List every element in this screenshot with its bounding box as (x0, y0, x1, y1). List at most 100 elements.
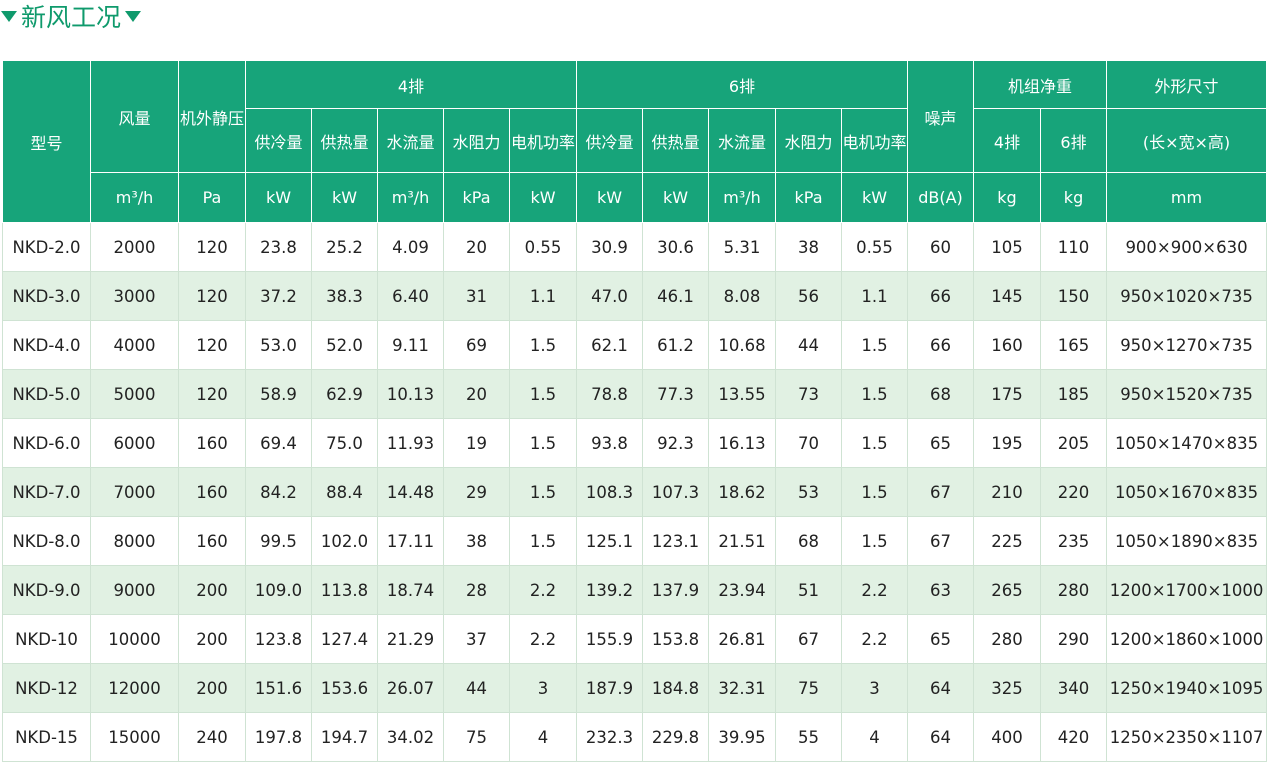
table-cell: 39.95 (708, 712, 776, 762)
table-cell: 21.29 (377, 614, 444, 664)
table-cell: 1.5 (509, 320, 577, 370)
table-cell: 120 (178, 320, 246, 370)
table-cell: 65 (907, 418, 974, 468)
table-cell: 16.13 (708, 418, 776, 468)
table-cell: 187.9 (576, 663, 643, 713)
table-cell: 68 (907, 369, 974, 419)
table-cell: 15000 (90, 712, 179, 762)
table-cell: 9000 (90, 565, 179, 615)
table-cell: 3000 (90, 271, 179, 321)
table-cell: 92.3 (642, 418, 709, 468)
header-cell: 机组净重 (972, 60, 1108, 109)
table-cell: 8000 (90, 516, 179, 566)
table-cell: 1200×1860×1000 (1106, 614, 1268, 664)
table-cell: 200 (178, 614, 246, 664)
table-cell: 37 (443, 614, 510, 664)
table-row: NKD-9.0 9000 200 109.0 113.8 18.74 28 2.2 139.2 1… (2, 565, 1268, 615)
table-row: NKD-5.0 5000 120 58.9 62.9 10.13 20 1.5 78.8 77.3… (2, 369, 1268, 419)
table-cell: 46.1 (642, 271, 709, 321)
table-cell: 1.5 (509, 369, 577, 419)
table-cell: 66 (907, 320, 974, 370)
table-cell: 66 (907, 271, 974, 321)
table-cell: 102.0 (311, 516, 378, 566)
unit-cell: kW (311, 172, 378, 223)
header-cell: 外形尺寸 (1106, 60, 1268, 109)
unit-cell: kW (576, 172, 643, 223)
table-row: NKD-10 10000 200 123.8 127.4 21.29 37 2.2 155.9 1… (2, 614, 1268, 664)
table-cell: 107.3 (642, 467, 709, 517)
table-cell: 1.5 (841, 369, 908, 419)
table-cell: 25.2 (311, 222, 378, 272)
table-cell: 1250×1940×1095 (1106, 663, 1268, 713)
table-cell: 194.7 (311, 712, 378, 762)
table-cell: 6000 (90, 418, 179, 468)
table-cell: 1.5 (509, 418, 577, 468)
table-cell: 1.5 (841, 418, 908, 468)
table-cell: 99.5 (245, 516, 312, 566)
table-cell: 63 (907, 565, 974, 615)
table-cell: 61.2 (642, 320, 709, 370)
table-cell: 120 (178, 222, 246, 272)
header-cell: 4排 (973, 108, 1041, 173)
table-cell: 2.2 (841, 614, 908, 664)
table-cell: 47.0 (576, 271, 643, 321)
header-cell: 机外静压 (178, 60, 246, 173)
table-cell: 229.8 (642, 712, 709, 762)
table-cell: NKD-6.0 (2, 418, 91, 468)
table-cell: 1050×1670×835 (1106, 467, 1268, 517)
table-cell: 120 (178, 271, 246, 321)
table-cell: 240 (178, 712, 246, 762)
header-cell: 电机功率 (509, 108, 577, 173)
table-cell: 2.2 (509, 565, 577, 615)
table-cell: 139.2 (576, 565, 643, 615)
table-cell: 18.74 (377, 565, 444, 615)
table-cell: 160 (973, 320, 1041, 370)
table-row: NKD-2.0 2000 120 23.8 25.2 4.09 20 0.55 30.9 30.6… (2, 222, 1268, 272)
table-cell: 225 (973, 516, 1041, 566)
table-cell: 30.6 (642, 222, 709, 272)
table-cell: NKD-2.0 (2, 222, 91, 272)
table-cell: 14.48 (377, 467, 444, 517)
table-body: NKD-2.0 2000 120 23.8 25.2 4.09 20 0.55 30.9 30.6… (2, 222, 1268, 762)
table-cell: 160 (178, 418, 246, 468)
table-cell: 37.2 (245, 271, 312, 321)
table-cell: 4000 (90, 320, 179, 370)
table-cell: 185 (1039, 369, 1108, 419)
table-cell: 113.8 (311, 565, 378, 615)
table-cell: NKD-5.0 (2, 369, 91, 419)
table-cell: 93.8 (576, 418, 643, 468)
table-cell: 325 (973, 663, 1041, 713)
table-cell: 9.11 (377, 320, 444, 370)
header-cell: 6排 (1039, 108, 1108, 173)
table-cell: 67 (775, 614, 842, 664)
table-cell: 84.2 (245, 467, 312, 517)
table-cell: 67 (907, 516, 974, 566)
table-cell: 1050×1470×835 (1106, 418, 1268, 468)
header-cell: 电机功率 (841, 108, 908, 173)
table-cell: 200 (178, 565, 246, 615)
table-cell: 13.55 (708, 369, 776, 419)
table-row: NKD-7.0 7000 160 84.2 88.4 14.48 29 1.5 108.3 107… (2, 467, 1268, 517)
table-cell: 20 (443, 222, 510, 272)
table-cell: 195 (973, 418, 1041, 468)
table-cell: NKD-12 (2, 663, 91, 713)
table-cell: 151.6 (245, 663, 312, 713)
table-cell: 10.13 (377, 369, 444, 419)
table-cell: 4 (509, 712, 577, 762)
table-cell: 1.1 (509, 271, 577, 321)
table-cell: 165 (1039, 320, 1108, 370)
table-cell: 51 (775, 565, 842, 615)
table-cell: 1.5 (841, 320, 908, 370)
table-cell: 280 (973, 614, 1041, 664)
table-cell: 44 (775, 320, 842, 370)
header-row: 供冷量 供热量 水流量 水阻力 电机功率 供冷量 供热量 水流量 水阻力 电机功率 4排 6排 (长×宽… (3, 108, 1268, 173)
table-cell: 4.09 (377, 222, 444, 272)
unit-cell: kW (509, 172, 577, 223)
table-cell: 120 (178, 369, 246, 419)
table-row: NKD-3.0 3000 120 37.2 38.3 6.40 31 1.1 47.0 46.1 8… (2, 271, 1268, 321)
table-cell: 58.9 (245, 369, 312, 419)
table-cell: 200 (178, 663, 246, 713)
table-cell: 950×1020×735 (1106, 271, 1268, 321)
table-cell: 77.3 (642, 369, 709, 419)
